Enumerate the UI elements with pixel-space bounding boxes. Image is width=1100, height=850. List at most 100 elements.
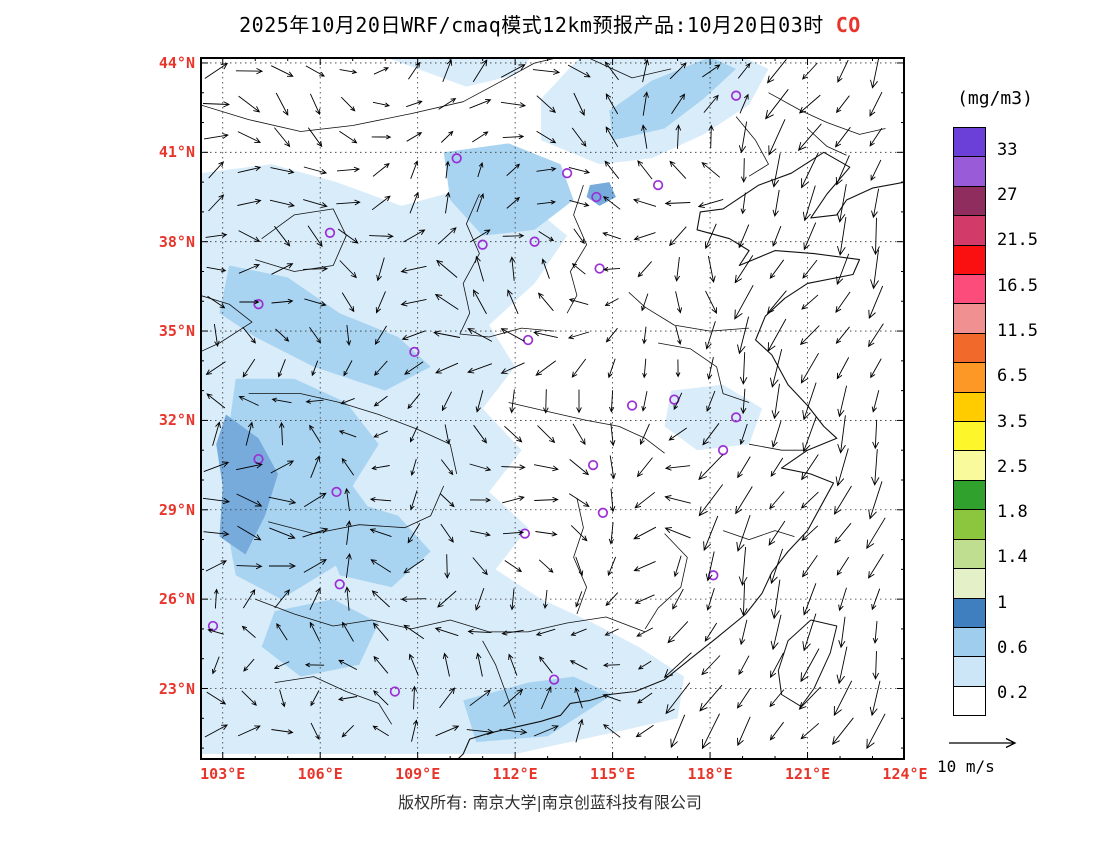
wind-arrow xyxy=(440,130,454,143)
province-border xyxy=(200,294,253,353)
wind-arrow xyxy=(836,217,847,256)
wind-arrow xyxy=(237,198,262,206)
wind-arrow xyxy=(837,59,849,83)
city-marker xyxy=(477,239,488,250)
wind-arrow xyxy=(663,652,692,678)
wind-arrow xyxy=(434,293,459,310)
wind-arrow xyxy=(866,517,886,550)
city-marker xyxy=(717,445,729,456)
wind-arrow xyxy=(633,198,657,207)
wind-arrow xyxy=(203,530,230,537)
wind-arrow xyxy=(608,390,615,413)
wind-arrow xyxy=(836,253,850,286)
wind-arrow xyxy=(573,228,585,245)
lat-tick-label: 29°N xyxy=(158,500,195,519)
wind-arrow xyxy=(501,464,526,471)
wind-arrow xyxy=(307,225,323,248)
province-border xyxy=(268,485,445,535)
wind-arrow xyxy=(241,690,257,706)
wind-arrow xyxy=(271,397,292,404)
wind-arrow xyxy=(869,127,883,147)
wind-arrow xyxy=(771,153,781,188)
wind-arrow xyxy=(239,299,260,305)
wind-arrow xyxy=(665,682,691,715)
wind-arrow xyxy=(336,166,361,173)
wind-arrow xyxy=(736,687,751,709)
wind-arrow xyxy=(838,587,847,612)
map-plot-area xyxy=(200,57,905,760)
wind-arrow xyxy=(834,522,852,544)
wind-arrow xyxy=(801,294,819,310)
wind-arrow xyxy=(238,395,259,406)
wind-arrow xyxy=(541,258,550,279)
wind-arrow xyxy=(205,361,226,375)
wind-reference-arrow-icon xyxy=(949,737,1017,749)
wind-arrow xyxy=(208,161,225,179)
wind-arrow xyxy=(337,228,359,244)
wind-arrow xyxy=(438,98,457,110)
province-border xyxy=(768,92,886,135)
wind-arrow xyxy=(275,92,289,116)
colorbar-tick-label: 27 xyxy=(997,184,1018,205)
wind-arrow xyxy=(737,716,751,747)
wind-arrow xyxy=(469,229,491,243)
colorbar-cell xyxy=(953,421,986,452)
province-border xyxy=(644,533,688,630)
wind-arrow xyxy=(275,328,290,342)
wind-arrow xyxy=(802,382,817,421)
wind-arrow xyxy=(439,493,455,508)
wind-arrow xyxy=(537,425,556,444)
wind-arrow xyxy=(604,298,619,306)
wind-arrow xyxy=(540,686,552,710)
wind-arrow xyxy=(701,162,721,178)
wind-arrow xyxy=(607,358,616,379)
wind-arrow xyxy=(504,425,523,443)
wind-arrow xyxy=(642,326,647,345)
wind-arrow xyxy=(466,728,495,736)
wind-arrow xyxy=(800,648,820,683)
wind-arrow xyxy=(766,290,787,315)
colorbar-cell xyxy=(953,156,986,187)
wind-arrow xyxy=(571,127,587,147)
wind-arrow xyxy=(309,621,321,642)
wind-arrow xyxy=(445,191,451,214)
wind-arrow xyxy=(410,160,419,179)
colorbar-cell xyxy=(953,244,986,276)
wind-arrow xyxy=(237,725,261,737)
wind-arrow xyxy=(499,728,528,736)
field-region xyxy=(385,57,532,87)
wind-arrow xyxy=(605,327,618,343)
wind-arrow xyxy=(637,692,653,704)
wind-arrow xyxy=(664,495,691,504)
lon-tick-label: 121°E xyxy=(784,765,831,783)
city-marker xyxy=(561,168,573,179)
wind-arrow xyxy=(305,399,324,404)
wind-arrow xyxy=(602,232,621,240)
wind-arrow xyxy=(767,318,787,352)
wind-arrow xyxy=(703,515,719,552)
coastline xyxy=(456,151,905,760)
city-marker xyxy=(389,686,401,697)
copyright-text: 版权所有: 南京大学|南京创蓝科技有限公司 xyxy=(398,793,702,812)
wind-arrow xyxy=(311,360,319,377)
wind-arrow xyxy=(207,628,224,635)
wind-arrow xyxy=(534,464,559,472)
city-marker xyxy=(529,236,540,247)
wind-arrow xyxy=(444,554,451,579)
city-marker xyxy=(331,486,342,498)
wind-arrow xyxy=(536,166,557,172)
wind-arrow xyxy=(310,455,321,478)
lon-tick-label: 112°E xyxy=(492,765,538,783)
wind-arrow xyxy=(703,94,719,113)
wind-arrow xyxy=(798,686,821,710)
wind-arrow xyxy=(605,592,619,607)
city-marker xyxy=(730,90,742,101)
wind-arrow xyxy=(344,586,351,611)
wind-arrow xyxy=(739,352,748,385)
wind-arrow xyxy=(609,455,616,480)
wind-arrow xyxy=(477,162,484,178)
wind-arrow xyxy=(445,160,450,179)
wind-arrow xyxy=(704,622,718,642)
wind-arrow xyxy=(575,718,584,743)
wind-arrow xyxy=(472,131,489,143)
